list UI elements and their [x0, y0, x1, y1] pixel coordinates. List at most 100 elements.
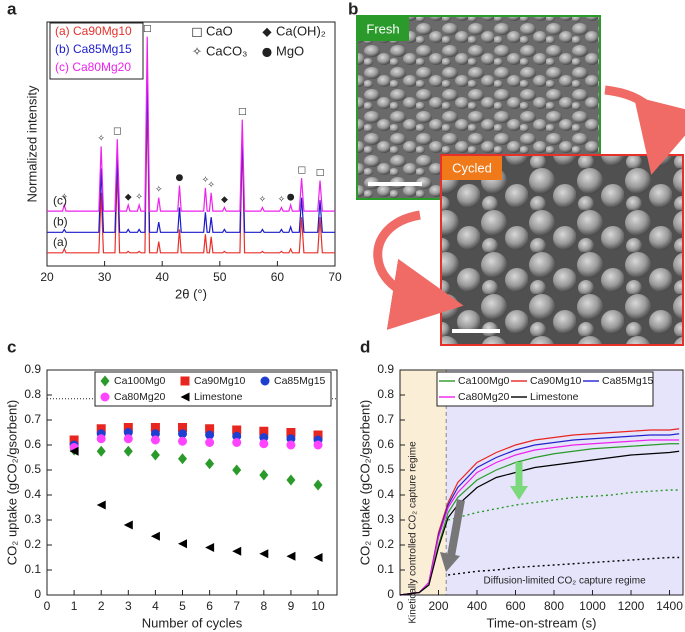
point [123, 423, 133, 432]
x-tick-label: 70 [328, 270, 342, 284]
y-tick-label: 0.6 [377, 437, 394, 451]
y-tick-label: 0.8 [377, 387, 394, 401]
plot-frame [46, 21, 336, 267]
series-line [47, 70, 335, 233]
panel-label: c [7, 337, 16, 356]
x-tick-label: 40 [156, 270, 170, 284]
legend-entry: (b) Ca85Mg15 [55, 42, 132, 56]
fresh-label: Fresh [366, 21, 399, 36]
peak-marker: ✧ [259, 195, 267, 205]
panel-label: b [348, 0, 358, 18]
peak-marker: ◆ [125, 193, 132, 203]
x-tick-label: 1200 [618, 599, 645, 613]
point [205, 458, 215, 470]
x-axis-label: Number of cycles [142, 615, 243, 630]
trend-arrow-head [510, 486, 528, 500]
legend-entry: Limestone [530, 391, 579, 403]
point [259, 439, 269, 449]
legend-entry: (a) Ca90Mg10 [55, 24, 132, 38]
x-axis-label: Time-on-stream (s) [486, 615, 596, 630]
point [232, 546, 242, 556]
x-axis-label: 2θ (°) [175, 286, 207, 301]
x-tick-label: 3 [125, 599, 132, 613]
point [123, 445, 133, 457]
x-tick-label: 2 [98, 599, 105, 613]
point [259, 469, 269, 481]
x-tick-label: 6 [206, 599, 213, 613]
peak-marker: ✧ [278, 195, 286, 205]
peak-marker: ✧ [202, 175, 210, 185]
legend-entry: Ca100Mg0 [458, 375, 510, 387]
kinetic-region [400, 370, 447, 595]
point [313, 553, 323, 562]
y-tick-label: 0.1 [24, 562, 41, 576]
point [232, 464, 242, 476]
y-tick-label: 0 [387, 587, 394, 601]
point [150, 429, 160, 439]
x-tick-label: 5 [179, 599, 186, 613]
peak-marker: ✧ [61, 193, 69, 203]
x-tick-label: 1 [71, 599, 78, 613]
legend-box [436, 371, 654, 407]
point [259, 426, 269, 436]
legend-entry: Ca80Mg20 [458, 391, 510, 403]
y-tick-label: 0.4 [24, 487, 41, 501]
point [313, 440, 323, 450]
legend-entry: Ca80Mg20 [114, 391, 166, 403]
legend-entry: Ca100Mg0 [114, 375, 166, 387]
x-tick-label: 0 [397, 599, 404, 613]
series-line [399, 450, 680, 596]
y-axis-label: CO₂ uptake (gCO₂/gsorbent) [357, 400, 372, 565]
point [286, 474, 296, 486]
x-tick-label: 30 [98, 270, 112, 284]
y-tick-label: 0.2 [24, 537, 41, 551]
y-tick-label: 0.9 [24, 362, 41, 376]
x-tick-label: 4 [152, 599, 159, 613]
x-tick-label: 600 [505, 599, 525, 613]
point [150, 449, 160, 461]
peak-marker: □ [238, 107, 247, 117]
point [123, 520, 133, 530]
diffusion-label: Diffusion-limited CO₂ capture regime [484, 576, 647, 587]
legend-box [94, 371, 332, 407]
peak-marker: ● [287, 193, 295, 203]
peak-marker: ✧ [135, 193, 143, 203]
point [205, 430, 215, 440]
x-tick-label: 8 [260, 599, 267, 613]
point [150, 423, 160, 432]
cycled-tag [442, 156, 502, 180]
legend-entry: Ca90Mg10 [194, 375, 246, 387]
x-tick-label: 50 [213, 270, 227, 284]
series-line [47, 36, 335, 212]
x-tick-label: 800 [544, 599, 564, 613]
legend-entry: Ca85Mg15 [602, 375, 654, 387]
trend-arrow-head [440, 552, 460, 572]
curve-label: (a) [53, 235, 68, 249]
point [232, 438, 242, 447]
point [150, 531, 160, 541]
peak-marker: □ [143, 24, 152, 34]
series-line [448, 556, 680, 576]
legend-entry: Limestone [194, 391, 243, 403]
flow-arrow [604, 85, 685, 175]
legend-entry: Ca85Mg15 [274, 375, 326, 387]
x-tick-label: 0 [44, 599, 51, 613]
point [286, 428, 296, 437]
panel-label: d [360, 337, 370, 356]
y-tick-label: 0.7 [377, 412, 394, 426]
y-axis-label: CO₂ uptake (gCO₂/gsorbent) [4, 400, 19, 565]
point [205, 424, 215, 434]
point [232, 425, 242, 435]
point [96, 434, 106, 444]
phase-label: CaCO₃ [206, 43, 247, 58]
peak-marker: ✧ [155, 185, 163, 195]
y-tick-label: 0.5 [24, 462, 41, 476]
y-tick-label: 0.5 [377, 462, 394, 476]
point [178, 453, 188, 465]
phase-symbol: ● [262, 45, 272, 59]
y-axis-label: Normalized intensity [24, 85, 39, 203]
kinetic-label: Kinetically controlled CO₂ capture regim… [408, 441, 419, 624]
x-tick-label: 60 [271, 270, 285, 284]
point [100, 392, 110, 402]
